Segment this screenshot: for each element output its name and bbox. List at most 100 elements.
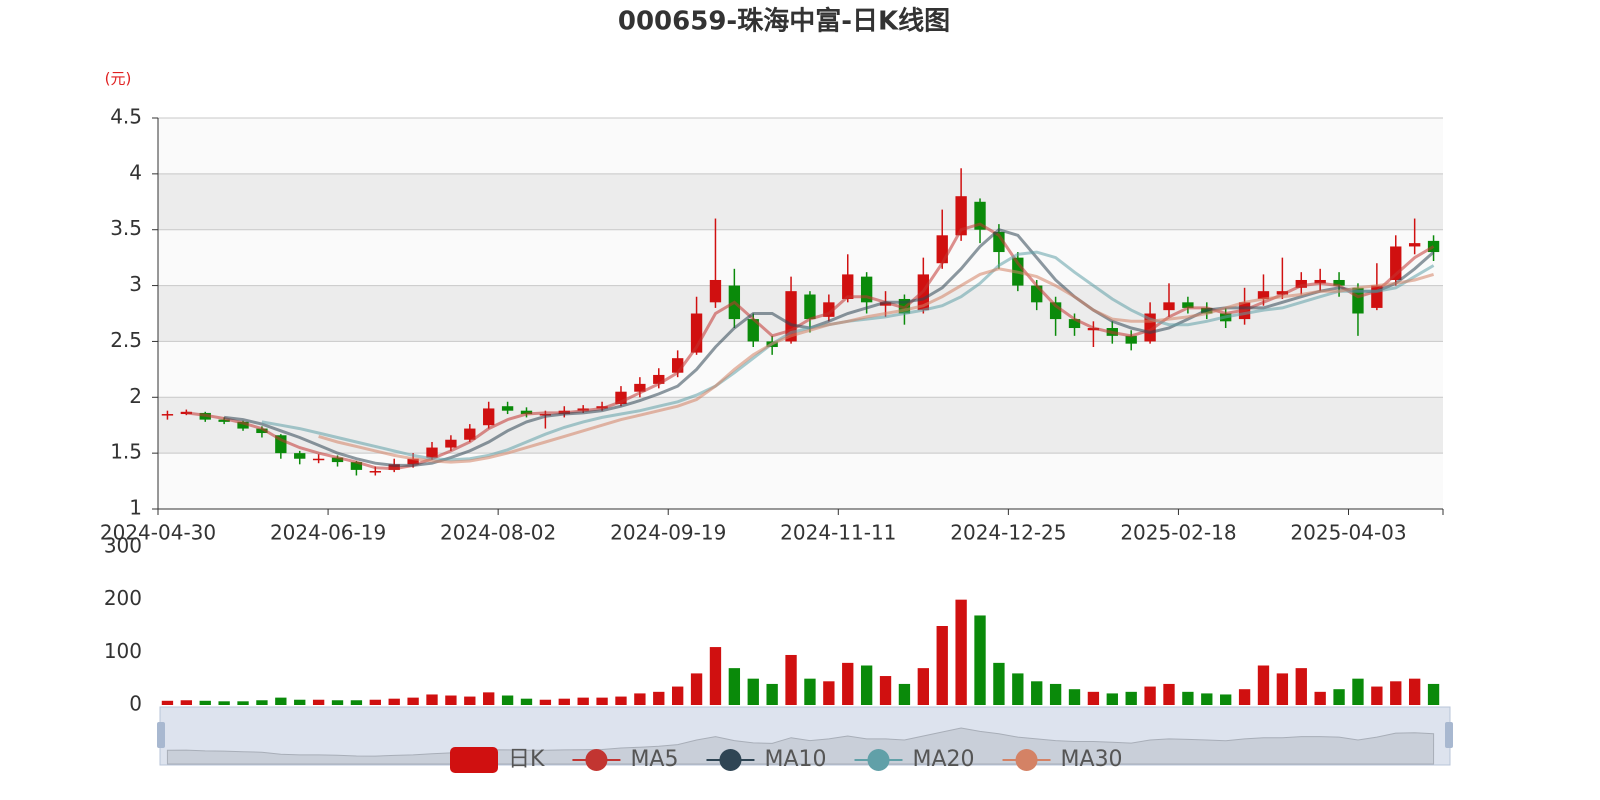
candle-body <box>634 383 646 392</box>
volume-bar <box>1295 668 1307 705</box>
legend-item[interactable]: MA10 <box>706 747 827 772</box>
volume-bar <box>1125 691 1137 705</box>
volume-bar <box>199 700 211 705</box>
volume-bar <box>1220 694 1232 705</box>
volume-bar <box>1182 691 1194 705</box>
candle-body <box>747 319 759 342</box>
candle-body <box>993 231 1005 253</box>
legend-item[interactable]: 日K <box>450 747 545 773</box>
volume-bar <box>1087 691 1100 705</box>
candle-body <box>974 201 986 230</box>
legend-dot <box>585 749 608 771</box>
legend-label: MA5 <box>630 747 678 772</box>
y-tick-label: 2 <box>129 384 142 408</box>
x-tick-label: 2024-08-02 <box>440 521 556 545</box>
candle-body <box>483 408 495 426</box>
ma-line <box>318 267 1435 464</box>
candle-body <box>709 279 722 303</box>
split-area <box>158 397 1443 454</box>
candle-body <box>1408 243 1421 247</box>
x-tick-label: 2024-11-11 <box>780 521 896 545</box>
candle-body <box>275 435 287 454</box>
volume-bar <box>577 697 589 705</box>
volume-bar <box>539 699 552 705</box>
legend-label: MA30 <box>1061 747 1123 772</box>
y-tick-label: 3 <box>129 272 142 296</box>
candle-body <box>294 453 306 459</box>
volume-bar <box>634 693 646 705</box>
candle-body <box>520 410 533 415</box>
candle-body <box>653 374 665 384</box>
candle-body <box>464 428 476 440</box>
candle-body <box>690 313 703 353</box>
candle-body <box>823 302 835 317</box>
split-area <box>158 341 1443 398</box>
candle-body <box>936 235 948 264</box>
volume-bar <box>804 678 816 705</box>
y-tick-label: 1.5 <box>110 440 142 464</box>
volume-tick-label: 0 <box>129 692 142 716</box>
candle-body <box>842 274 854 299</box>
split-area <box>158 118 1443 174</box>
candle-body <box>312 458 325 461</box>
x-tick-label: 2025-02-18 <box>1120 521 1236 545</box>
volume-bar <box>596 697 608 705</box>
volume-bar <box>294 699 306 705</box>
candle-body <box>1049 302 1062 320</box>
volume-bar <box>1333 689 1345 705</box>
candle-body <box>1144 313 1156 342</box>
volume-bar <box>445 695 457 705</box>
volume-bar <box>860 665 873 705</box>
candle-body <box>1333 279 1345 286</box>
candle-body <box>879 302 892 306</box>
volume-bar <box>1276 673 1289 705</box>
legend-label: MA10 <box>764 747 826 772</box>
candle-body <box>1182 302 1194 308</box>
volume-bar <box>558 698 570 705</box>
candle-body <box>161 414 174 416</box>
volume-bar <box>823 681 835 705</box>
candle-body <box>350 462 363 470</box>
volume-bar <box>1257 665 1270 705</box>
volume-bar <box>1201 693 1213 705</box>
volume-bar <box>728 668 741 705</box>
candle-body <box>804 294 816 320</box>
plot-layer: 1 1.5 2 2.5 3 3.5 4 4.5 2024-04-30 2024-06-19 2024… <box>100 105 1444 765</box>
candle-body <box>1163 302 1175 311</box>
y-tick-label: 2.5 <box>110 328 142 352</box>
candle-body <box>1371 285 1383 308</box>
volume-bar <box>256 700 268 705</box>
volume-bar <box>1390 681 1402 705</box>
candle-body <box>1295 279 1307 288</box>
legend-dot <box>1015 749 1038 771</box>
candle-body <box>1125 335 1137 344</box>
volume-bar <box>180 700 193 705</box>
volume-bar <box>955 599 967 705</box>
volume-bar <box>1408 678 1421 705</box>
candle-body <box>256 428 268 434</box>
candle-body <box>218 419 230 422</box>
volume-bar <box>1031 681 1043 705</box>
volume-bar <box>1068 689 1081 705</box>
volume-bar <box>842 662 854 705</box>
split-area <box>158 173 1443 230</box>
volume-tick-label: 200 <box>104 586 142 610</box>
candle-body <box>860 276 873 303</box>
split-area <box>158 229 1443 286</box>
volume-bar <box>1049 683 1062 705</box>
legend-item[interactable]: MA30 <box>1002 747 1123 772</box>
zoom-handle-left[interactable] <box>157 722 165 748</box>
volume-bar <box>974 615 986 705</box>
volume-tick-label: 100 <box>104 639 142 663</box>
legend-dot <box>719 749 742 771</box>
candle-body <box>1314 279 1326 284</box>
legend-item[interactable]: MA5 <box>572 747 678 772</box>
zoom-handle-right[interactable] <box>1445 722 1453 748</box>
candle-body <box>445 439 457 448</box>
volume-bar <box>350 700 363 705</box>
volume-bar <box>1238 689 1251 705</box>
volume-bar <box>879 676 892 705</box>
legend-item[interactable]: MA20 <box>854 747 975 772</box>
candle-body <box>388 464 400 470</box>
candle-body <box>955 196 967 236</box>
